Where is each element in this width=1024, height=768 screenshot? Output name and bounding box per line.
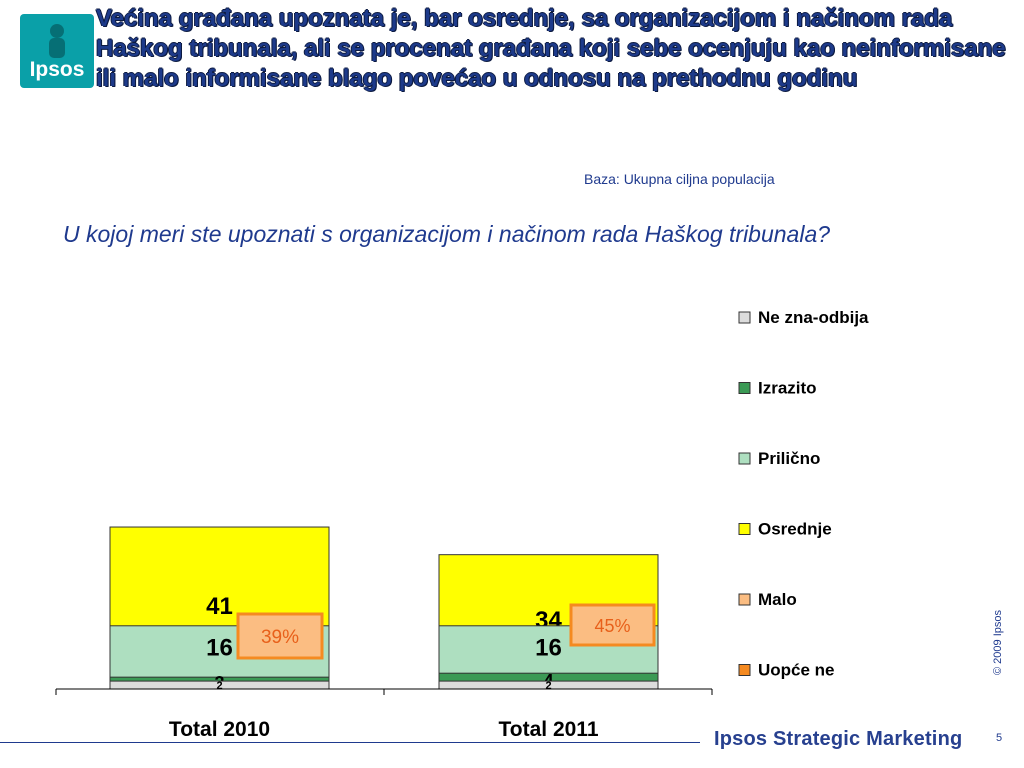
highlight-label: 45% [594, 616, 630, 636]
legend-label: Uopće ne [758, 661, 835, 680]
legend-swatch [738, 664, 751, 676]
page-title: Većina građana upoznata je, bar osrednje… [96, 5, 1006, 92]
highlight-box [236, 612, 324, 660]
copyright: © 2009 Ipsos [992, 610, 1004, 675]
x-tick-label: Total 2011 [499, 718, 599, 741]
legend-label: Ne zna-odbija [758, 308, 869, 327]
legend-label: Prilično [758, 449, 820, 468]
legend-swatch [738, 452, 751, 465]
legend-label: Osrednje [758, 520, 832, 539]
legend-label: Izrazito [758, 379, 817, 398]
highlight-box [569, 603, 656, 647]
data-label: 41 [206, 593, 233, 620]
x-tick-label: Total 2010 [169, 718, 270, 741]
data-label: 16 [535, 634, 562, 661]
legend-label: Malo [758, 590, 797, 609]
ipsos-logo: Ipsos [20, 14, 94, 88]
legend-swatch [738, 311, 751, 324]
page-number: 5 [996, 732, 1003, 744]
footer-divider [0, 742, 700, 743]
legend-swatch [738, 593, 751, 606]
data-label: 2 [545, 680, 551, 692]
brand-footer: Ipsos Strategic Marketing [714, 728, 963, 750]
base-note: Baza: Ukupna ciljna populacija [584, 171, 775, 187]
logo-figure-icon [49, 24, 65, 58]
chart-question: U kojoj meri ste upoznati s organizacijo… [63, 221, 831, 247]
data-label: 16 [206, 634, 233, 661]
legend-swatch [738, 382, 751, 394]
legend-swatch [738, 523, 751, 535]
logo-text: Ipsos [29, 58, 85, 81]
highlight-label: 39% [261, 627, 299, 648]
data-label: 2 [216, 680, 222, 692]
